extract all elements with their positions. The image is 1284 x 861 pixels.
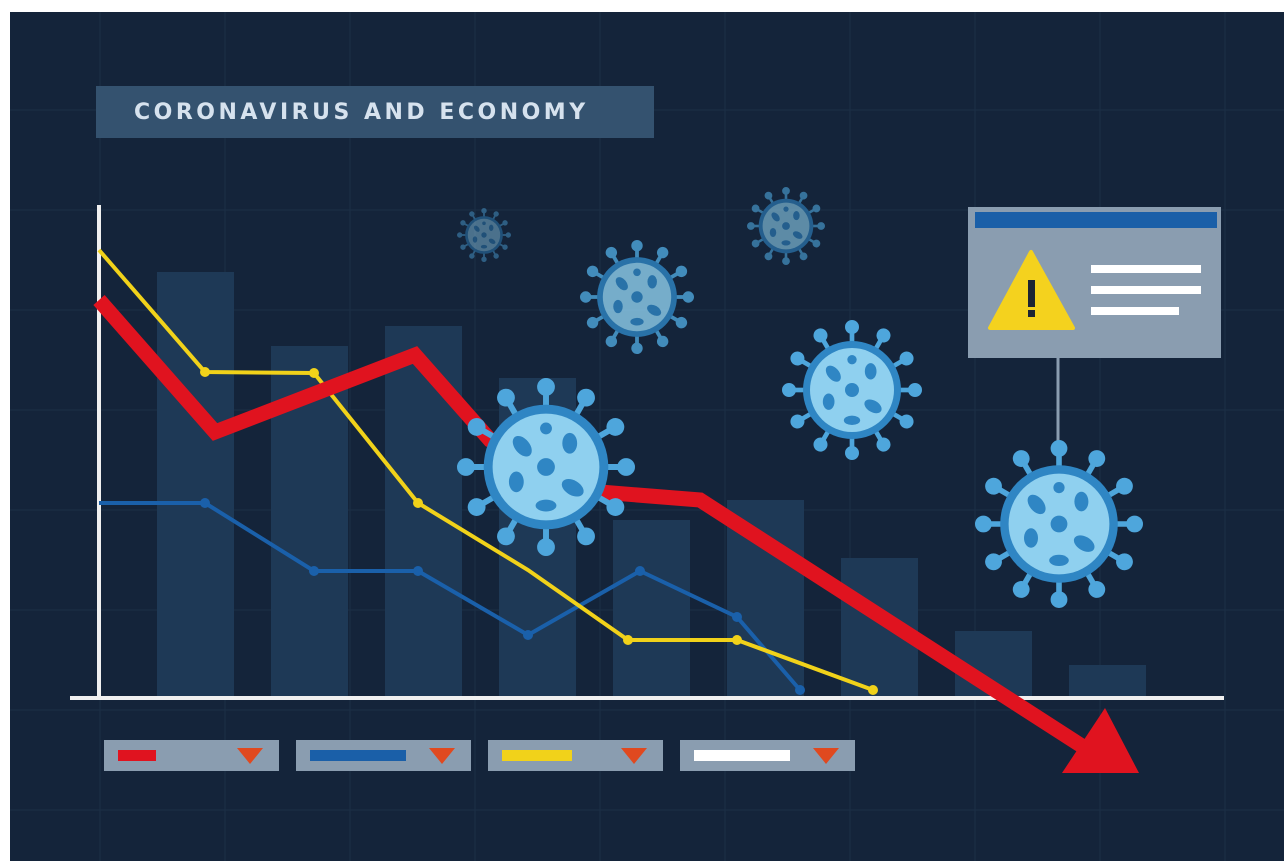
- warning-window: [968, 207, 1221, 358]
- title: CORONAVIRUS AND ECONOMY: [134, 100, 589, 125]
- illustration: CORONAVIRUS AND ECONOMY: [0, 0, 1284, 861]
